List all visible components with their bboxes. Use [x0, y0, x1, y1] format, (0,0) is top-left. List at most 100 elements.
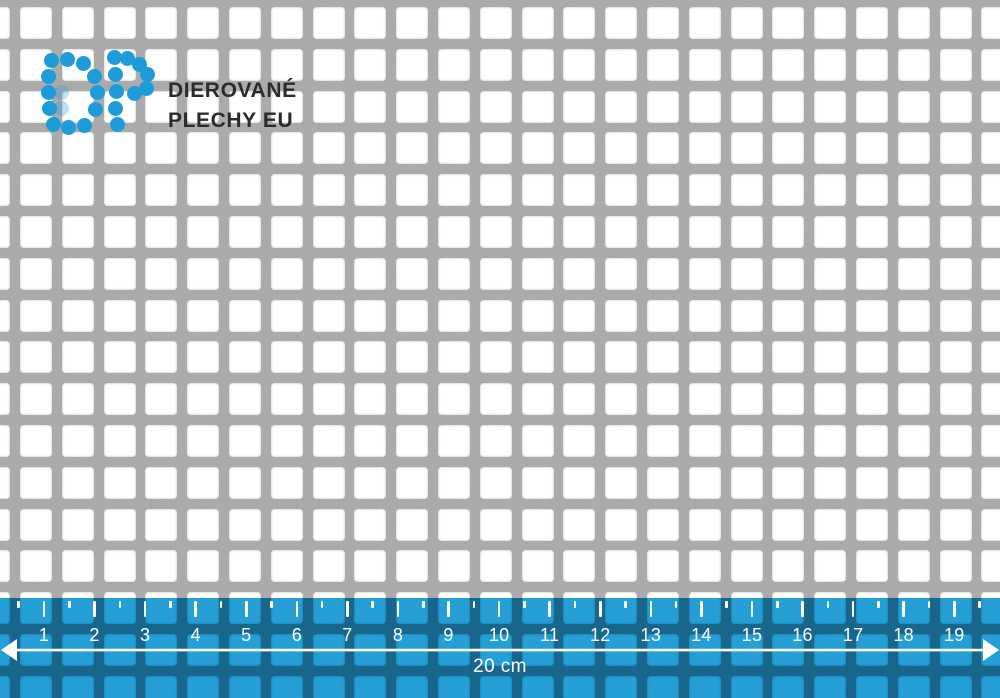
perforation-hole: [897, 550, 930, 583]
perforation-hole: [772, 299, 805, 332]
perforation-hole: [521, 299, 554, 332]
perforation-hole: [438, 425, 470, 457]
perforation-hole: [145, 675, 178, 698]
perforation-hole: [61, 216, 94, 248]
perforation-hole: [438, 598, 470, 625]
perforation-hole: [730, 216, 763, 248]
perforation-hole: [229, 675, 261, 698]
logo-dot: [109, 116, 125, 132]
perforation-hole: [396, 257, 429, 290]
perforation-hole: [0, 508, 11, 541]
perforation-hole: [856, 508, 888, 541]
perforation-hole: [772, 466, 805, 499]
perforation-hole: [897, 257, 930, 290]
perforation-hole: [61, 132, 94, 165]
perforation-hole: [438, 466, 470, 499]
perforation-hole: [897, 7, 930, 39]
perforation-hole: [145, 299, 178, 332]
perforation-hole: [20, 675, 52, 698]
logo-dot: [40, 68, 56, 84]
perforation-hole: [814, 90, 847, 123]
perforation-hole: [103, 132, 136, 165]
perforation-hole: [897, 634, 930, 666]
perforation-hole: [814, 634, 847, 666]
perforation-hole: [438, 341, 470, 374]
perforation-hole: [312, 257, 345, 290]
perforation-hole: [688, 132, 721, 165]
perforation-hole: [479, 508, 512, 541]
perforation-hole: [814, 299, 847, 332]
perforation-hole: [354, 675, 387, 698]
perforation-hole: [605, 90, 638, 123]
perforation-hole: [145, 341, 178, 374]
perforation-hole: [61, 634, 94, 666]
perforation-hole: [730, 550, 763, 583]
perforation-hole: [187, 550, 220, 583]
perforation-hole: [20, 341, 52, 374]
perforation-hole: [981, 299, 1000, 332]
perforation-hole: [103, 216, 136, 248]
perforation-hole: [396, 90, 429, 123]
perforation-hole: [856, 48, 888, 81]
perforation-hole: [396, 466, 429, 499]
perforation-hole: [563, 508, 596, 541]
perforation-hole: [438, 90, 470, 123]
logo-dot: [138, 80, 154, 96]
perforation-hole: [730, 383, 763, 416]
perforation-hole: [814, 383, 847, 416]
perforation-hole: [730, 466, 763, 499]
logo-dot: [89, 84, 105, 100]
perforation-hole: [563, 383, 596, 416]
perforation-hole: [229, 174, 261, 207]
perforation-hole: [229, 550, 261, 583]
perforation-hole: [981, 90, 1000, 123]
logo-dot: [60, 119, 76, 135]
perforation-hole: [981, 550, 1000, 583]
perforation-hole: [688, 466, 721, 499]
perforation-hole: [521, 7, 554, 39]
perforation-hole: [897, 90, 930, 123]
perforation-hole: [939, 466, 972, 499]
perforation-hole: [312, 299, 345, 332]
perforation-hole: [0, 675, 11, 698]
perforation-hole: [20, 299, 52, 332]
perforation-hole: [814, 425, 847, 457]
perforation-hole: [563, 425, 596, 457]
perforation-hole: [354, 383, 387, 416]
perforation-hole: [312, 550, 345, 583]
perforation-hole: [856, 299, 888, 332]
perforation-hole: [814, 48, 847, 81]
perforation-hole: [61, 598, 94, 625]
perforation-hole: [145, 257, 178, 290]
perforation-hole: [730, 299, 763, 332]
perforation-hole: [20, 550, 52, 583]
perforation-hole: [814, 132, 847, 165]
perforation-hole: [270, 132, 303, 165]
perforation-hole: [688, 508, 721, 541]
perforation-hole: [605, 508, 638, 541]
perforation-hole: [396, 383, 429, 416]
perforation-hole: [730, 675, 763, 698]
perforation-hole: [981, 48, 1000, 81]
perforation-hole: [354, 598, 387, 625]
perforation-hole: [647, 634, 679, 666]
perforation-hole: [187, 341, 220, 374]
perforation-hole: [103, 550, 136, 583]
perforation-hole: [396, 216, 429, 248]
perforation-hole: [856, 598, 888, 625]
logo-text-line1: DIEROVANÉ: [168, 79, 297, 102]
perforation-hole: [730, 7, 763, 39]
logo-dot: [76, 117, 92, 133]
perforation-hole: [730, 174, 763, 207]
perforation-hole: [0, 7, 11, 39]
perforation-hole: [730, 132, 763, 165]
perforation-hole: [647, 383, 679, 416]
perforation-hole: [187, 48, 220, 81]
perforation-hole: [312, 7, 345, 39]
perforation-hole: [396, 132, 429, 165]
perforation-hole: [20, 508, 52, 541]
perforation-hole: [814, 341, 847, 374]
logo-dot: [75, 55, 91, 71]
perforation-hole: [396, 341, 429, 374]
